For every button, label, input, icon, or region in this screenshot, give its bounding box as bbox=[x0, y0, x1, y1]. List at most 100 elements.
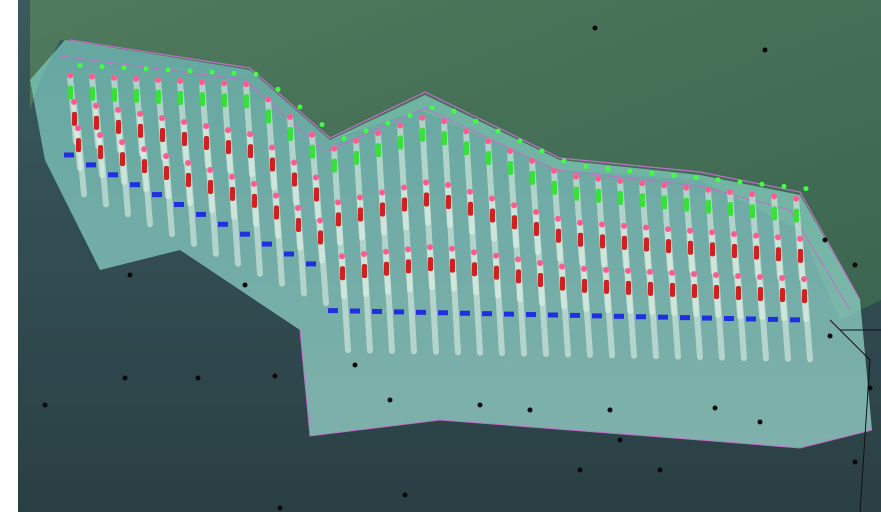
terrain-render bbox=[0, 0, 881, 512]
dot bbox=[868, 386, 873, 391]
point bbox=[166, 67, 171, 72]
node bbox=[709, 229, 715, 235]
dot bbox=[618, 438, 623, 443]
node bbox=[199, 79, 205, 85]
marker bbox=[798, 249, 803, 263]
point bbox=[298, 105, 303, 110]
tie bbox=[504, 312, 514, 317]
tie bbox=[174, 202, 184, 207]
point bbox=[628, 169, 633, 174]
marker bbox=[318, 230, 323, 244]
marker bbox=[442, 131, 447, 145]
point bbox=[540, 148, 545, 153]
point bbox=[562, 158, 567, 163]
node bbox=[335, 199, 341, 205]
node bbox=[397, 123, 403, 129]
marker bbox=[406, 259, 411, 273]
node bbox=[735, 273, 741, 279]
node bbox=[603, 267, 609, 273]
marker bbox=[230, 187, 235, 201]
marker bbox=[472, 262, 477, 276]
marker bbox=[574, 187, 579, 201]
node bbox=[93, 103, 99, 109]
marker bbox=[116, 120, 121, 134]
tie bbox=[64, 153, 74, 158]
marker bbox=[596, 189, 601, 203]
dot bbox=[828, 334, 833, 339]
dot bbox=[128, 273, 133, 278]
node bbox=[775, 234, 781, 240]
node bbox=[581, 266, 587, 272]
marker bbox=[156, 90, 161, 104]
point bbox=[496, 129, 501, 134]
marker bbox=[758, 287, 763, 301]
node bbox=[669, 270, 675, 276]
marker bbox=[732, 244, 737, 258]
tie bbox=[460, 311, 470, 316]
marker bbox=[618, 191, 623, 205]
marker bbox=[622, 236, 627, 250]
marker bbox=[72, 112, 77, 126]
node bbox=[419, 115, 425, 121]
marker bbox=[420, 128, 425, 142]
node bbox=[317, 217, 323, 223]
marker bbox=[780, 288, 785, 302]
marker bbox=[204, 136, 209, 150]
marker bbox=[120, 152, 125, 166]
node bbox=[713, 272, 719, 278]
point bbox=[342, 136, 347, 141]
node bbox=[757, 274, 763, 280]
node bbox=[771, 193, 777, 199]
node bbox=[445, 182, 451, 188]
marker bbox=[450, 259, 455, 273]
node bbox=[247, 131, 253, 137]
node bbox=[427, 244, 433, 250]
point bbox=[188, 69, 193, 74]
point bbox=[760, 182, 765, 187]
marker bbox=[270, 157, 275, 171]
marker bbox=[684, 198, 689, 212]
marker bbox=[222, 93, 227, 107]
tie bbox=[262, 242, 272, 247]
node bbox=[203, 123, 209, 129]
dot bbox=[713, 406, 718, 411]
marker bbox=[358, 207, 363, 221]
node bbox=[801, 276, 807, 282]
marker bbox=[706, 200, 711, 214]
marker bbox=[710, 242, 715, 256]
tie bbox=[614, 314, 624, 319]
marker bbox=[248, 144, 253, 158]
node bbox=[159, 115, 165, 121]
node bbox=[155, 77, 161, 83]
node bbox=[485, 138, 491, 144]
point bbox=[606, 166, 611, 171]
dot bbox=[658, 468, 663, 473]
marker bbox=[164, 166, 169, 180]
marker bbox=[182, 132, 187, 146]
node bbox=[243, 81, 249, 87]
marker bbox=[200, 92, 205, 106]
marker bbox=[266, 109, 271, 123]
node bbox=[353, 138, 359, 144]
tie bbox=[526, 312, 536, 317]
page: (() => { const ns = 'http://www.w3.org/2… bbox=[0, 0, 881, 512]
marker bbox=[380, 202, 385, 216]
marker bbox=[332, 159, 337, 173]
point bbox=[584, 164, 589, 169]
marker bbox=[714, 285, 719, 299]
node bbox=[753, 233, 759, 239]
node bbox=[177, 78, 183, 84]
point bbox=[78, 63, 83, 68]
node bbox=[617, 178, 623, 184]
node bbox=[115, 107, 121, 113]
node bbox=[287, 114, 293, 120]
tie bbox=[86, 162, 96, 167]
node bbox=[229, 174, 235, 180]
node bbox=[551, 168, 557, 174]
marker bbox=[424, 192, 429, 206]
marker bbox=[274, 206, 279, 220]
node bbox=[309, 132, 315, 138]
point bbox=[122, 65, 127, 70]
tie bbox=[108, 172, 118, 177]
marker bbox=[556, 229, 561, 243]
